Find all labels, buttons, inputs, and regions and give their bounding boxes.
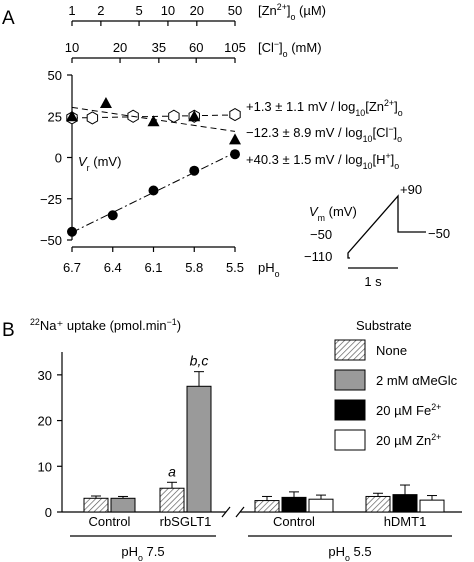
bar xyxy=(186,385,212,513)
legend-label: 20 µM Zn2+ xyxy=(376,432,441,448)
top-axis-tick-label: 105 xyxy=(224,40,246,55)
y-tick-label: 0 xyxy=(55,151,62,166)
legend-label: 2 mM αMeGlc xyxy=(376,373,458,388)
significance-mark: a xyxy=(168,463,176,479)
x-tick-label: 5.8 xyxy=(185,260,203,275)
x-tick-label: 6.7 xyxy=(63,260,81,275)
group-label: hDMT1 xyxy=(384,514,427,529)
top-axis-tick-label: 2 xyxy=(97,3,104,18)
condition-label: pHo 7.5 xyxy=(121,544,164,562)
fit-line xyxy=(71,152,236,233)
y-tick-label: 30 xyxy=(38,368,52,383)
fit-annotation: +40.3 ± 1.5 mV / log10[H+]o xyxy=(246,151,399,171)
panel-label-a: A xyxy=(2,8,15,29)
panel-label-b: B xyxy=(2,320,15,341)
fit-annotations: +1.3 ± 1.1 mV / log10[Zn2+]o −12.3 ± 8.9 … xyxy=(246,98,403,171)
inset-scale-label: 1 s xyxy=(364,274,382,289)
inset-level-label: −110 xyxy=(304,249,332,264)
y-tick-label: −50 xyxy=(40,233,62,248)
bar xyxy=(83,497,109,513)
top-axis-tick-label: 5 xyxy=(135,3,142,18)
x-tick-label: 6.1 xyxy=(144,260,162,275)
fit-annotation: −12.3 ± 8.9 mV / log10[Cl−]o xyxy=(246,124,402,144)
bar xyxy=(254,500,280,513)
panel-a-plot: 50 25 0 −25 −50 Vr (mV) 6.7 6.4 6.1 5.8 5.5 pHo xyxy=(40,68,280,279)
fit-annotation: +1.3 ± 1.1 mV / log10[Zn2+]o xyxy=(246,98,403,118)
data-point-triangle xyxy=(99,97,112,109)
significance-mark: b,c xyxy=(190,353,209,369)
data-point-circle xyxy=(107,210,118,221)
top-axes: 1 2 5 10 20 50 [Zn2+]o (µM) 10 20 35 60 105 [Cl−]o (… xyxy=(65,2,326,63)
data-point-hexagon xyxy=(86,111,99,125)
bar xyxy=(392,494,418,513)
top-axis-tick-label: 35 xyxy=(152,40,166,55)
y-tick-label: 50 xyxy=(48,68,62,83)
data-point-hexagon xyxy=(168,109,180,123)
inset-level-label: −50 xyxy=(310,227,332,242)
top-axis-tick-label: 10 xyxy=(65,40,79,55)
group-label: Control xyxy=(89,514,131,529)
axis-break xyxy=(235,506,245,518)
y-tick-label: 10 xyxy=(38,459,52,474)
bar xyxy=(365,495,391,513)
bar xyxy=(281,496,307,513)
legend-title: Substrate xyxy=(356,318,412,333)
panel-b-plot: 0 10 20 30 22Na⁺ uptake (pmol.min−1) Control a… xyxy=(30,317,462,562)
data-point-triangle xyxy=(147,115,160,127)
y-axis-label: Vr (mV) xyxy=(78,154,121,173)
data-point-circle xyxy=(148,185,159,196)
y-tick-label: 25 xyxy=(48,109,62,124)
condition-label: pHo 5.5 xyxy=(328,544,371,562)
data-point-triangle xyxy=(188,110,201,122)
y-tick-label: 0 xyxy=(45,505,52,520)
bar xyxy=(419,499,445,513)
legend-swatch xyxy=(334,429,366,451)
data-point-circle xyxy=(67,226,77,237)
voltage-protocol-inset: Vm (mV) +90 −50 −110 −50 1 s xyxy=(304,182,450,289)
legend-swatch xyxy=(334,369,366,391)
y-tick-label: −25 xyxy=(40,192,62,207)
substrate-legend: Substrate None 2 mM αMeGlc 20 µM Fe2+ 20 µM … xyxy=(334,318,458,451)
top-axis-label: [Cl−]o (mM) xyxy=(258,39,322,59)
inset-level-label: +90 xyxy=(400,182,422,197)
top-axis-tick-label: 50 xyxy=(228,3,242,18)
data-point-triangle xyxy=(66,110,78,122)
inset-level-label: −50 xyxy=(428,226,450,241)
bar xyxy=(110,497,136,513)
axis-break xyxy=(221,506,231,518)
data-point-circle xyxy=(189,165,200,176)
x-tick-label: 5.5 xyxy=(226,260,244,275)
bar xyxy=(308,498,334,513)
voltage-trace xyxy=(347,194,426,259)
top-axis-tick-label: 20 xyxy=(190,3,204,18)
top-axis-tick-label: 20 xyxy=(113,40,127,55)
data-point-triangle xyxy=(229,133,241,145)
inset-y-label: Vm (mV) xyxy=(309,204,357,223)
x-axis-label: pHo xyxy=(258,260,280,279)
group-label: rbSGLT1 xyxy=(160,514,212,529)
top-axis-tick-label: 60 xyxy=(189,40,203,55)
data-point-hexagon xyxy=(229,108,241,122)
bar xyxy=(159,487,185,513)
top-axis-label: [Zn2+]o (µM) xyxy=(258,2,326,22)
x-tick-label: 6.4 xyxy=(104,260,122,275)
legend-label: None xyxy=(376,343,407,358)
y-axis-label: 22Na⁺ uptake (pmol.min−1) xyxy=(30,317,181,333)
legend-swatch xyxy=(334,339,366,361)
data-point-circle xyxy=(230,149,240,160)
y-tick-label: 20 xyxy=(38,414,52,429)
legend-label: 20 µM Fe2+ xyxy=(376,402,441,418)
top-axis-tick-label: 10 xyxy=(161,3,175,18)
top-axis-tick-label: 1 xyxy=(68,3,75,18)
group-label: Control xyxy=(273,514,315,529)
legend-swatch xyxy=(334,399,366,421)
